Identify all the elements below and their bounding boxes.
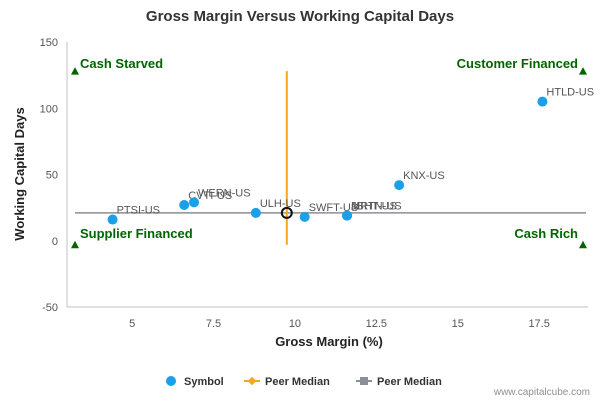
y-tick-label: 100	[40, 103, 58, 115]
point-label-cvti-us: CVTI-US	[188, 190, 232, 202]
quadrant-label-bottom-right: Cash Rich	[514, 226, 578, 241]
quadrant-labels: Cash Starved Customer Financed Supplier Fi…	[71, 56, 587, 249]
x-axis-title: Gross Margin (%)	[275, 334, 383, 349]
legend: Symbol Peer Median Peer Median	[166, 376, 442, 388]
y-tick-label: 50	[46, 170, 58, 182]
point-knx-us[interactable]	[394, 180, 405, 191]
legend-peer-median-v-marker	[247, 376, 257, 386]
credit-text: www.capitalcube.com	[493, 387, 590, 398]
peer-median-marker	[280, 206, 293, 219]
legend-item-peer-median-horizontal[interactable]: Peer Median	[356, 376, 442, 388]
y-tick-label: -50	[42, 302, 58, 314]
point-label-wern-us: WERN-US	[198, 187, 251, 199]
point-wern-us[interactable]	[188, 197, 199, 208]
quadrant-marker-bottom-left	[71, 240, 79, 249]
legend-peer-median-h-label: Peer Median	[377, 376, 442, 388]
point-label-htld-us: HTLD-US	[546, 87, 594, 99]
point-ulh-us[interactable]	[250, 207, 261, 218]
quadrant-marker-top-left	[71, 67, 79, 75]
point-label-jbht-us: JBHT-US	[351, 201, 397, 213]
point-label-ulh-us: ULH-US	[260, 198, 301, 210]
point-swft-us[interactable]	[299, 211, 310, 222]
x-tick-labels: 5 7.5 10 12.5 15 17.5	[129, 318, 550, 330]
y-tick-label: 0	[52, 236, 58, 248]
point-htld-us[interactable]	[537, 96, 548, 107]
chart-title: Gross Margin Versus Working Capital Days	[146, 8, 454, 25]
x-tick-label: 12.5	[366, 318, 387, 330]
peer-median-lines	[75, 71, 586, 245]
point-jbht-us[interactable]	[342, 210, 353, 221]
y-tick-label: 150	[40, 37, 58, 49]
y-tick-labels: -50 0 50 100 150	[40, 37, 58, 314]
quadrant-label-bottom-left: Supplier Financed	[80, 226, 193, 241]
point-cvti-us[interactable]	[179, 199, 190, 210]
point-label-knx-us: KNX-US	[403, 170, 445, 182]
x-tick-label: 15	[452, 318, 464, 330]
point-label-ptsi-us: PTSI-US	[117, 205, 160, 217]
x-tick-label: 7.5	[206, 318, 221, 330]
legend-peer-median-h-marker	[360, 377, 368, 385]
quadrant-marker-bottom-right	[579, 240, 587, 249]
legend-item-symbol[interactable]: Symbol	[166, 376, 224, 388]
x-tick-label: 10	[289, 318, 301, 330]
legend-symbol-dot	[166, 376, 176, 386]
y-axis-title: Working Capital Days	[12, 107, 27, 240]
x-tick-label: 17.5	[528, 318, 549, 330]
legend-symbol-label: Symbol	[184, 376, 224, 388]
legend-peer-median-v-label: Peer Median	[265, 376, 330, 388]
legend-item-peer-median-vertical[interactable]: Peer Median	[244, 376, 330, 388]
point-label-mrtn-us: MRTN-US	[351, 201, 402, 213]
x-tick-label: 5	[129, 318, 135, 330]
peer-median-marker-ring[interactable]	[280, 206, 293, 219]
quadrant-label-top-right: Customer Financed	[457, 56, 578, 71]
point-ptsi-us[interactable]	[107, 214, 118, 225]
quadrant-label-top-left: Cash Starved	[80, 56, 163, 71]
quadrant-marker-top-right	[579, 67, 587, 75]
